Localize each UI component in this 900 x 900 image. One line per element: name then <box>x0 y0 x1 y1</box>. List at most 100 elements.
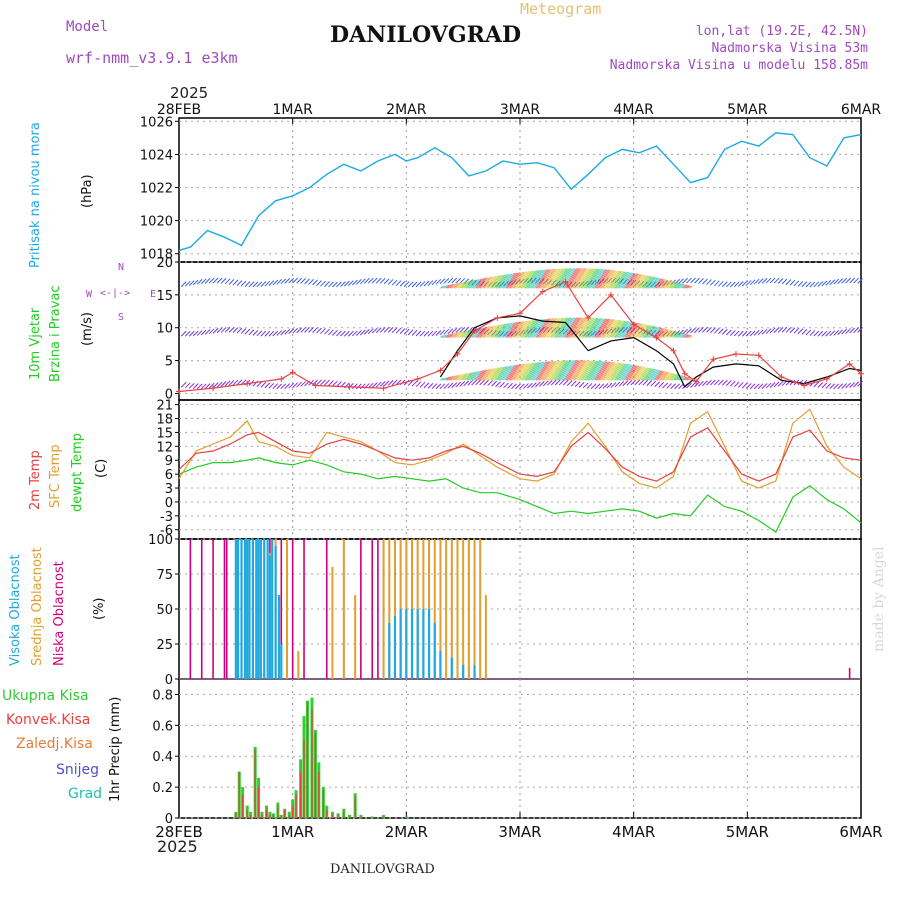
wind-hatch <box>530 319 542 338</box>
wind-hatch <box>556 317 569 338</box>
wind-barb <box>240 280 247 287</box>
low-cloud-bar <box>377 539 379 679</box>
wind-barb <box>387 379 394 386</box>
wind-hatch <box>670 373 676 381</box>
wind-barb <box>423 330 430 337</box>
wind-hatch <box>671 281 677 289</box>
precip-conv-bar <box>269 814 271 818</box>
precip-conv-bar <box>306 702 309 818</box>
wind-hatch <box>490 367 500 381</box>
wind-barb <box>698 327 704 333</box>
wind-hatch <box>665 372 671 381</box>
wind-barb <box>523 383 529 389</box>
elevation-label: Nadmorska Visina 53m <box>711 41 868 56</box>
wind-hatch <box>532 318 545 338</box>
wind-hatch <box>541 268 554 289</box>
x-tick-top: 2MAR <box>386 102 427 118</box>
wind-hatch <box>572 360 586 381</box>
wind-hatch <box>489 275 498 289</box>
wind-barb <box>272 330 279 337</box>
wind-barb <box>439 278 446 285</box>
wind-hatch <box>549 360 562 381</box>
wind-barb <box>467 379 474 386</box>
wind-barb <box>332 281 338 288</box>
wind-hatch <box>472 278 480 289</box>
wind-hatch <box>592 318 605 338</box>
precip-total-bar <box>404 816 408 818</box>
wind-hatch <box>479 369 488 381</box>
wind-barb <box>399 280 406 287</box>
wind-hatch <box>629 322 640 338</box>
wind-hatch <box>656 370 664 381</box>
precip-conv-bar <box>288 814 290 818</box>
wind-barb <box>415 330 422 337</box>
wind-hatch <box>588 360 602 381</box>
wind-barb <box>765 382 772 389</box>
wind-barb <box>694 277 700 284</box>
wind-barb <box>316 280 322 286</box>
wind-hatch <box>474 370 482 381</box>
wind-hatch <box>460 330 466 338</box>
wind-barb <box>359 278 366 285</box>
wind-barb <box>845 328 852 334</box>
wind-hatch <box>658 371 665 381</box>
wind-hatch <box>543 360 557 381</box>
wind-barb <box>419 381 426 388</box>
y-tick-label: 0 <box>165 673 173 688</box>
wind-speed-marker <box>607 291 614 298</box>
wind-barb <box>546 379 553 386</box>
precip-conv-bar <box>265 810 268 818</box>
wind-hatch <box>647 326 656 338</box>
wind-barb <box>411 380 418 387</box>
wind-speed-marker <box>755 352 762 359</box>
wind-hatch <box>591 269 604 289</box>
wind-hatch <box>451 375 456 381</box>
pressure-line <box>178 132 862 252</box>
wind-barb <box>849 277 855 284</box>
wind-barb <box>232 379 239 386</box>
wind-barb <box>690 277 696 284</box>
wind-barb <box>184 280 191 287</box>
wind-barb <box>447 382 454 389</box>
wind-hatch <box>613 271 625 289</box>
wind-hatch <box>609 320 621 338</box>
wind-barb <box>857 326 863 333</box>
wind-barb <box>777 380 784 387</box>
wind-hatch <box>564 360 577 381</box>
wind-hatch <box>453 282 459 289</box>
wind-hatch <box>606 362 618 381</box>
wind-hatch <box>678 283 683 289</box>
wind-hatch <box>605 270 617 289</box>
wind-hatch <box>598 318 611 338</box>
wind-barb <box>184 330 191 337</box>
wind-hatch <box>478 277 486 289</box>
mid-cloud-bar <box>285 539 288 679</box>
wind-hatch <box>494 323 504 338</box>
wind-speed-marker <box>289 369 296 376</box>
wind-barb <box>403 328 410 335</box>
wind-barb <box>328 380 334 386</box>
wind-barb <box>729 281 736 288</box>
wind-speed-marker <box>380 385 387 392</box>
wind-hatch <box>650 369 658 381</box>
wind-hatch <box>547 360 561 381</box>
wind-barb <box>837 383 844 390</box>
wind-hatch <box>457 282 463 289</box>
wind-hatch <box>643 325 652 338</box>
wind-barb <box>825 280 832 286</box>
product-title: Meteogram <box>520 0 602 18</box>
wind-barb <box>192 330 199 337</box>
wind-hatch <box>579 360 592 381</box>
low-cloud-bar <box>280 539 283 679</box>
wind-hatch <box>464 280 471 289</box>
wind-barb <box>316 327 322 334</box>
wind-hatch <box>594 269 607 289</box>
wind-barb <box>741 330 748 337</box>
y-tick-label: 9 <box>165 454 173 469</box>
legend-total: Ukupna Kisa <box>2 688 89 704</box>
wind-hatch <box>467 372 474 381</box>
wind-hatch <box>633 323 643 338</box>
wind-speed-marker <box>244 380 251 387</box>
wind-hatch <box>481 326 489 338</box>
wind-hatch <box>440 286 443 289</box>
